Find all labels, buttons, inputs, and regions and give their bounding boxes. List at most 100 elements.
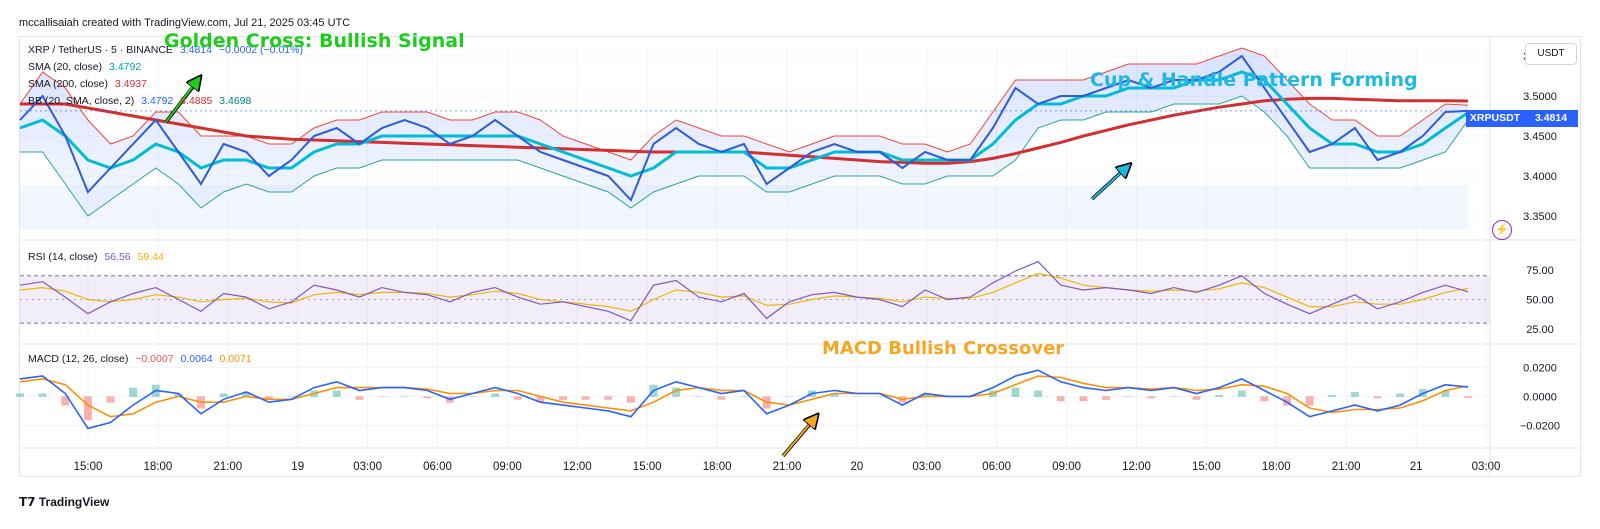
macd-histogram-bar: [672, 387, 681, 397]
macd-histogram-bar: [853, 396, 862, 397]
cup-handle-annotation: Cup & Handle Pattern Forming: [1090, 69, 1418, 91]
sma20-line: [19, 70, 1469, 178]
macd-histogram-bar: [785, 396, 794, 397]
macd-histogram-bar: [1350, 392, 1359, 397]
time-tick-label: 03:00: [912, 461, 941, 473]
currency-button[interactable]: USDT: [1525, 43, 1577, 65]
macd-histogram-bar: [1215, 394, 1224, 397]
macd-line-value: 0.0064: [180, 353, 213, 365]
macd-label: MACD (12, 26, close): [28, 353, 129, 365]
tradingview-logo[interactable]: 𝗧𝟳 TradingView: [19, 495, 109, 509]
time-tick-label: 21:00: [773, 461, 802, 473]
macd-histogram-bar: [1147, 396, 1156, 399]
time-tick-label: 21: [1410, 461, 1423, 473]
macd-line: [19, 369, 1469, 430]
macd-tick-label: 0.0200: [1523, 362, 1557, 374]
macd-legend[interactable]: MACD (12, 26, close) −0.0007 0.0064 0.00…: [28, 353, 256, 365]
macd-signal-value: 0.0071: [219, 353, 252, 365]
time-tick-label: 06:00: [982, 461, 1011, 473]
rsi-line: [19, 260, 1469, 322]
macd-histogram-bar: [1283, 396, 1291, 406]
macd-histogram-bar: [242, 392, 251, 397]
price-tick-label: 3.4500: [1523, 131, 1557, 143]
macd-hist-value: −0.0007: [135, 353, 174, 365]
macd-pane: 0.0200 0.0000 −0.0200: [16, 36, 1580, 477]
macd-histogram-bar: [1192, 396, 1201, 400]
macd-histogram-bar: [378, 396, 386, 397]
price-line: [19, 54, 1469, 202]
macd-histogram-bar: [1124, 396, 1133, 397]
macd-histogram-bar: [264, 396, 273, 400]
time-tick-label: 09:00: [493, 461, 522, 473]
macd-histogram-bar: [1305, 396, 1314, 406]
rsi-tick-label: 75.00: [1526, 265, 1554, 277]
macd-histogram-bar: [423, 396, 432, 399]
rsi-value: 56.56: [104, 251, 131, 263]
macd-histogram-bar: [491, 393, 500, 397]
macd-histogram-bar: [468, 396, 477, 397]
price-tick-label: 3.4000: [1523, 171, 1557, 183]
macd-histogram-bar: [1464, 396, 1472, 398]
time-tick-label: 19: [291, 461, 304, 473]
macd-crossover-annotation: MACD Bullish Crossover: [822, 338, 1065, 359]
macd-histogram-bar: [1034, 390, 1043, 397]
time-tick-label: 18:00: [144, 461, 173, 473]
time-tick-label: 12:00: [563, 461, 592, 473]
chart-frame[interactable]: [19, 36, 1581, 477]
macd-histogram-bar: [1102, 396, 1110, 400]
time-tick-label: 03:00: [353, 461, 382, 473]
macd-histogram-bar: [830, 393, 839, 397]
rsi-label: RSI (14, close): [28, 251, 98, 263]
sma200-legend[interactable]: SMA (200, close) 3.4937: [28, 78, 151, 90]
lightning-icon[interactable]: ⚡: [1492, 220, 1512, 240]
golden-cross-arrow-fill: [165, 81, 197, 123]
macd-histogram-bar: [536, 396, 545, 403]
time-tick-label: 21:00: [213, 461, 242, 473]
bb-legend[interactable]: BB (20, SMA, close, 2) 3.4792 3.4885 3.4…: [28, 95, 255, 107]
time-tick-label: 03:00: [1472, 461, 1501, 473]
macd-histogram-bar: [559, 396, 567, 400]
price-change: −0.0002 (−0.01%): [218, 44, 303, 56]
price-tick-label: 3.5000: [1523, 91, 1557, 103]
cup-handle-arrow-fill: [1091, 168, 1126, 200]
macd-histogram-bar: [174, 393, 183, 397]
rsi-ma-value: 59.44: [137, 251, 164, 263]
bollinger-band-fill: [20, 48, 1468, 216]
time-tick-label: 09:00: [1052, 461, 1081, 473]
time-tick-label: 12:00: [1122, 461, 1151, 473]
rsi-tick-label: 50.00: [1526, 294, 1554, 306]
sma20-legend[interactable]: SMA (20, close) 3.4792: [28, 61, 145, 73]
rsi-tick-label: 25.00: [1526, 324, 1554, 336]
macd-histogram-bar: [38, 393, 47, 397]
time-tick-label: 21:00: [1332, 461, 1361, 473]
macd-histogram-bar: [16, 393, 24, 397]
macd-histogram-bar: [106, 396, 115, 403]
symbol-legend[interactable]: XRP / TetherUS · 5 · BINANCE 3.4814 −0.0…: [28, 44, 307, 56]
annotation-arrows: [164, 79, 1128, 458]
macd-histogram-bar: [61, 396, 70, 406]
macd-histogram-bar: [1011, 387, 1020, 397]
golden-cross-annotation: Golden Cross: Bullish Signal: [164, 30, 465, 52]
bb-upper-line: [19, 47, 1469, 161]
time-tick-label: 18:00: [703, 461, 732, 473]
macd-histogram-bar: [332, 390, 341, 397]
tv-icon: 𝗧𝟳: [19, 495, 36, 509]
rsi-pane: 75.00 50.00 25.00: [19, 260, 1580, 345]
macd-crossover-arrow-fill: [782, 419, 814, 457]
macd-histogram-bar: [1328, 394, 1337, 397]
bb-basis-value: 3.4792: [141, 95, 174, 107]
price-area-fade: [20, 185, 1468, 229]
attribution-text: mccallisaiah created with TradingView.co…: [19, 17, 351, 29]
time-tick-label: 15:00: [1192, 461, 1221, 473]
time-tick-label: 20: [851, 461, 864, 473]
macd-histogram-bar: [740, 396, 748, 397]
macd-histogram-bar: [1441, 390, 1450, 397]
rsi-legend[interactable]: RSI (14, close) 56.56 59.44: [28, 251, 168, 263]
macd-tick-label: −0.0200: [1520, 420, 1560, 432]
current-price-tag: 3.4814: [1524, 110, 1578, 127]
macd-histogram-bar: [1396, 393, 1405, 397]
time-tick-label: 06:00: [423, 461, 452, 473]
symbol-price-tag: XRPUSDT: [1466, 110, 1524, 127]
